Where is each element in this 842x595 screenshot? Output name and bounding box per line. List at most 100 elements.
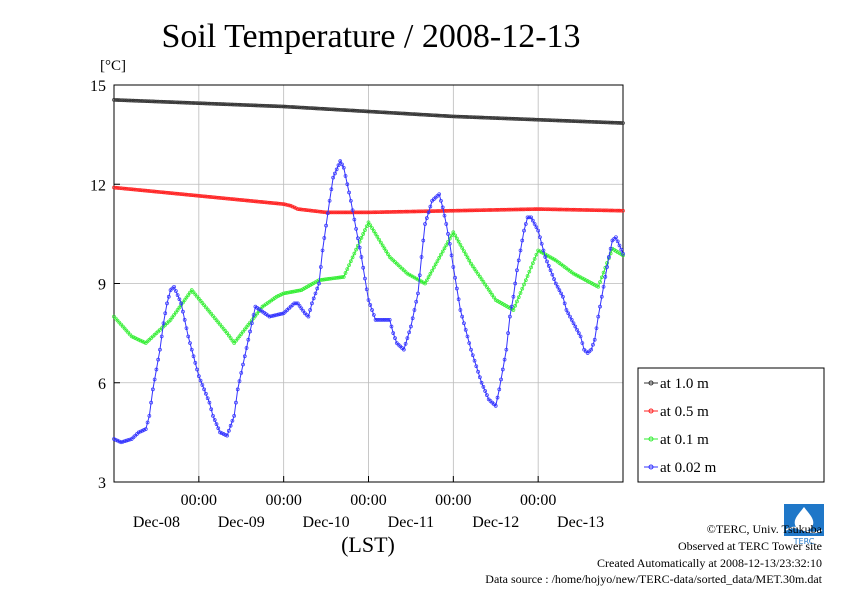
- data-point: [138, 338, 143, 343]
- data-point: [576, 119, 581, 124]
- data-point: [446, 208, 450, 213]
- data-point: [204, 101, 208, 106]
- data-point: [508, 314, 512, 319]
- data-point: [161, 321, 166, 326]
- data-point: [265, 104, 270, 108]
- data-point: [196, 193, 201, 198]
- data-point: [301, 308, 305, 313]
- data-point: [193, 292, 198, 297]
- data-point: [163, 100, 168, 104]
- data-point: [338, 275, 343, 280]
- data-point: [607, 120, 611, 125]
- data-point: [532, 222, 537, 226]
- data-point: [529, 215, 533, 220]
- data-point: [340, 210, 344, 215]
- data-point: [311, 209, 316, 213]
- data-point: [601, 208, 606, 213]
- data-point: [585, 279, 590, 283]
- data-point: [184, 192, 189, 197]
- data-point: [442, 246, 447, 251]
- data-point: [447, 114, 452, 119]
- data-point: [525, 117, 530, 122]
- data-point: [267, 314, 272, 319]
- data-point: [280, 292, 284, 297]
- data-point: [209, 407, 214, 412]
- data-point: [423, 112, 427, 117]
- data-point: [396, 111, 401, 116]
- data-point: [479, 277, 484, 282]
- data-point: [439, 198, 443, 203]
- data-point: [573, 207, 578, 212]
- data-point: [508, 116, 512, 121]
- data-point: [200, 194, 205, 199]
- data-point: [541, 207, 546, 212]
- data-point: [142, 428, 146, 432]
- data-point: [492, 116, 496, 120]
- data-point: [370, 308, 374, 312]
- data-point: [126, 187, 130, 191]
- data-point: [174, 191, 178, 196]
- data-point: [364, 224, 369, 229]
- data-point: [168, 191, 173, 195]
- data-point: [324, 107, 328, 111]
- data-point: [161, 99, 166, 104]
- data-point: [569, 119, 574, 123]
- data-point: [115, 438, 120, 443]
- data-point: [174, 289, 178, 293]
- data-point: [548, 207, 553, 212]
- data-point: [398, 111, 403, 116]
- data-point: [202, 194, 206, 199]
- data-point: [281, 104, 286, 109]
- data-point: [264, 103, 268, 108]
- data-point: [472, 115, 477, 120]
- data-point: [447, 236, 452, 241]
- data-point: [174, 100, 178, 105]
- data-point: [271, 104, 275, 108]
- data-point: [515, 268, 519, 273]
- data-point: [439, 113, 443, 118]
- legend-box: [637, 367, 825, 483]
- data-point: [135, 337, 139, 341]
- data-point: [447, 208, 452, 213]
- data-point: [368, 303, 373, 307]
- data-point: [417, 209, 422, 214]
- data-point: [449, 114, 454, 119]
- data-point: [244, 346, 249, 350]
- data-point: [608, 246, 613, 251]
- data-point: [151, 99, 155, 104]
- data-point: [182, 100, 187, 105]
- data-point: [278, 312, 282, 316]
- data-point: [336, 163, 341, 168]
- data-point: [170, 191, 175, 196]
- data-point: [290, 289, 295, 294]
- data-point: [320, 106, 325, 111]
- data-point: [502, 207, 507, 212]
- data-point: [278, 104, 282, 109]
- data-point: [218, 430, 222, 435]
- data-point: [379, 110, 383, 115]
- data-point: [465, 334, 470, 339]
- data-point: [248, 198, 252, 203]
- data-point: [541, 118, 546, 122]
- data-point: [564, 308, 569, 312]
- data-point: [541, 248, 546, 253]
- data-point: [338, 107, 343, 112]
- data-point: [515, 207, 519, 212]
- data-point: [552, 207, 556, 212]
- data-point: [228, 102, 233, 107]
- data-point: [318, 265, 323, 269]
- data-point: [582, 208, 586, 212]
- data-point: [258, 103, 263, 108]
- data-point: [463, 115, 468, 119]
- data-point: [295, 105, 300, 110]
- data-point: [474, 364, 479, 369]
- data-point: [138, 188, 143, 192]
- y-tick-label: 3: [98, 475, 106, 492]
- data-point: [433, 209, 438, 213]
- data-point: [614, 235, 618, 240]
- data-point: [474, 269, 479, 274]
- data-point: [592, 120, 597, 124]
- x-day-label: Dec-10: [303, 514, 350, 531]
- data-point: [380, 318, 385, 322]
- data-point: [260, 200, 265, 204]
